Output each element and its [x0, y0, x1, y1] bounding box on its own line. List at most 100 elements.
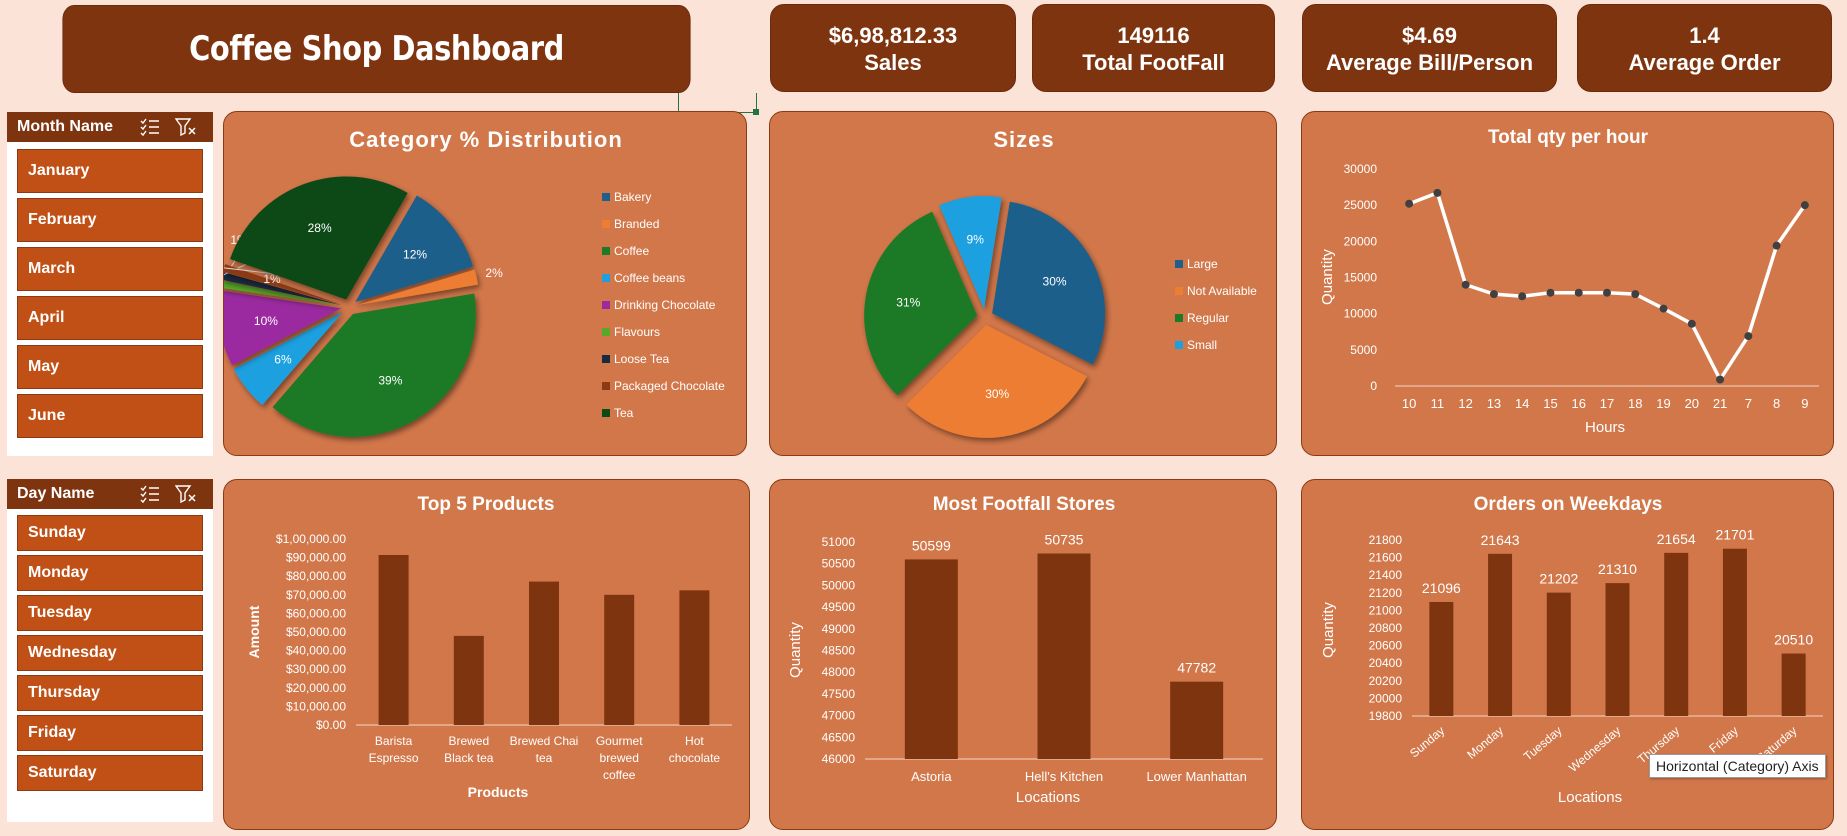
slicer-item-monday[interactable]: Monday [17, 555, 203, 591]
slicer-item-sunday[interactable]: Sunday [17, 515, 203, 551]
bar[interactable] [679, 590, 710, 725]
data-point[interactable] [1687, 319, 1696, 328]
chart-title: Most Footfall Stores [933, 494, 1116, 515]
slicer-item-saturday[interactable]: Saturday [17, 755, 203, 791]
y-tick-label: 49500 [822, 600, 856, 614]
bar[interactable] [604, 594, 635, 725]
stores-bar-chart[interactable]: Most Footfall Stores 46000 46500 47000 47500… [770, 480, 1278, 831]
bar[interactable] [904, 559, 958, 759]
pie-slice[interactable] [233, 311, 343, 406]
bar[interactable] [1722, 548, 1747, 716]
category-pie-chart[interactable]: Category % Distribution12%2%39%6%10%1%1%… [218, 112, 748, 457]
bar[interactable] [378, 554, 409, 725]
data-point[interactable] [1546, 288, 1555, 297]
slicer-item-june[interactable]: June [17, 394, 203, 438]
bar[interactable] [1781, 653, 1806, 716]
pie-slice[interactable] [864, 211, 978, 396]
data-point[interactable] [1772, 241, 1781, 250]
pie-slice[interactable] [355, 195, 474, 303]
x-tick-label: Hell's Kitchen [1025, 769, 1103, 784]
pie-slice[interactable] [218, 290, 342, 366]
data-point[interactable] [1461, 280, 1470, 289]
data-point[interactable] [1603, 288, 1611, 297]
hourly-line-chart[interactable]: Total qty per hour 0 5000 10000 15000 20000 25… [1302, 112, 1835, 457]
data-label: 28% [308, 221, 332, 235]
bar[interactable] [529, 581, 559, 725]
top5-bar-chart[interactable]: Top 5 Products $0.00 $10,000.00 $20,000.00 $… [224, 480, 751, 831]
pie-slice[interactable] [219, 280, 342, 306]
pie-slice[interactable] [230, 176, 408, 300]
sizes-pie-chart[interactable]: Sizes 30% 30% 31% 9% Large Not Available Regula… [770, 112, 1278, 457]
pie-slice[interactable] [939, 196, 1002, 310]
data-label: 47782 [1177, 660, 1216, 676]
data-point[interactable] [1433, 188, 1442, 197]
legend-swatch [602, 301, 610, 309]
clear-filter-icon[interactable] [174, 484, 197, 504]
y-tick-label: 21400 [1369, 568, 1403, 582]
data-label: 39% [378, 373, 402, 387]
pie-slice[interactable] [356, 269, 479, 306]
slicer-item-friday[interactable]: Friday [17, 715, 203, 751]
kpi-label: Average Bill/Person [1325, 50, 1534, 75]
day-slicer: Day Name Sunday Monday Tuesday Wednesday Thu… [7, 479, 213, 822]
data-point[interactable] [1405, 199, 1414, 208]
x-tick-label: Brewed [448, 734, 489, 748]
pie-slice[interactable] [220, 272, 342, 306]
slicer-item-april[interactable]: April [17, 296, 203, 340]
kpi-average-bill: $4.69 Average Bill/Person [1302, 4, 1557, 92]
x-tick-label: Barista [375, 734, 413, 748]
data-point[interactable] [1716, 375, 1725, 384]
data-point[interactable] [1800, 201, 1809, 210]
legend-swatch [1175, 287, 1183, 295]
bar[interactable] [1429, 601, 1454, 716]
data-point[interactable] [1574, 288, 1583, 297]
data-point[interactable] [1659, 304, 1668, 313]
bar[interactable] [1037, 553, 1091, 759]
multi-select-icon[interactable] [139, 484, 161, 504]
data-label: 9% [967, 233, 985, 247]
data-label: 30% [1043, 275, 1067, 289]
y-tick-label: $50,000.00 [286, 625, 346, 639]
pie-slice[interactable] [272, 293, 476, 437]
x-tick-label: 21 [1713, 396, 1727, 411]
data-point[interactable] [1489, 290, 1498, 299]
clear-filter-icon[interactable] [174, 117, 197, 137]
bar[interactable] [453, 635, 484, 725]
x-tick-label: 17 [1600, 396, 1614, 411]
slicer-item-february[interactable]: February [17, 198, 203, 242]
slicer-item-thursday[interactable]: Thursday [17, 675, 203, 711]
slicer-item-wednesday[interactable]: Wednesday [17, 635, 203, 671]
pie-slice[interactable] [992, 201, 1106, 365]
data-label: 6% [274, 352, 292, 366]
data-point[interactable] [1518, 292, 1527, 301]
data-point[interactable] [1631, 290, 1640, 299]
pie-slice[interactable] [906, 324, 1087, 438]
x-tick-label: Gourmet [596, 734, 643, 748]
stores-chart-panel: Most Footfall Stores 46000 46500 47000 47500… [769, 479, 1277, 830]
legend-label: Coffee beans [614, 271, 685, 285]
y-tick-label: 15000 [1344, 271, 1378, 285]
slicer-item-january[interactable]: January [17, 149, 203, 193]
legend-label: Loose Tea [614, 352, 669, 366]
slicer-item-march[interactable]: March [17, 247, 203, 291]
chart-title: Sizes [993, 127, 1054, 152]
bar[interactable] [1664, 552, 1689, 716]
legend-label: Small [1187, 338, 1217, 352]
category-chart-panel: Category % Distribution12%2%39%6%10%1%1%… [218, 111, 748, 457]
pie-slice[interactable] [222, 264, 342, 305]
cell-fill-handle[interactable] [753, 109, 759, 115]
bar[interactable] [1488, 553, 1513, 716]
slicer-item-tuesday[interactable]: Tuesday [17, 595, 203, 631]
x-tick-label: tea [536, 751, 553, 765]
y-tick-label: 21800 [1369, 533, 1403, 547]
weekdays-bar-chart[interactable]: Orders on Weekdays 19800 20000 20200 20400 20… [1302, 480, 1835, 831]
kpi-footfall: 149116 Total FootFall [1032, 4, 1275, 92]
data-point[interactable] [1744, 332, 1753, 341]
multi-select-icon[interactable] [139, 117, 161, 137]
selected-cell[interactable] [678, 93, 757, 113]
x-tick-label: Wednesday [1566, 724, 1623, 775]
slicer-item-may[interactable]: May [17, 345, 203, 389]
bar[interactable] [1605, 583, 1630, 716]
bar[interactable] [1546, 592, 1571, 716]
bar[interactable] [1170, 681, 1224, 759]
